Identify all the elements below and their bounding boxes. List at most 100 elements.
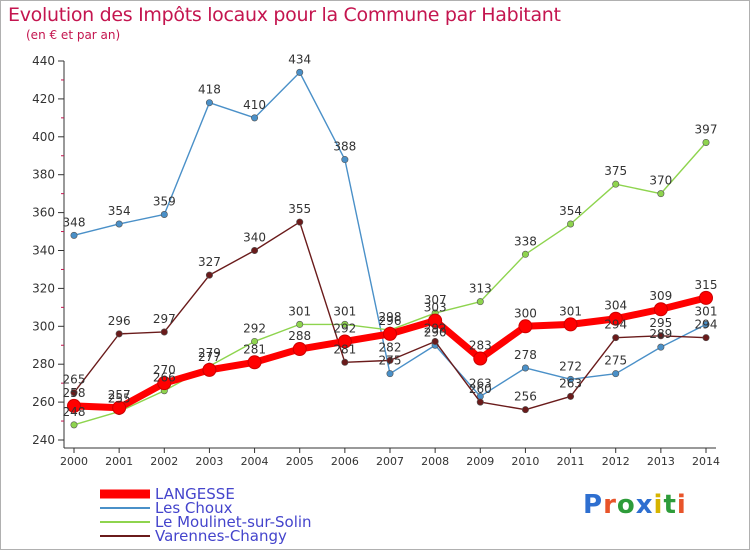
data-point	[341, 156, 349, 164]
chart-axes: 240 260 280 300 320 340 360 380 400 420 440 2000 200…	[32, 54, 720, 468]
data-label: 255	[108, 392, 131, 406]
data-label: 359	[153, 194, 176, 208]
data-label: 272	[559, 359, 582, 373]
data-point	[657, 190, 665, 198]
data-label: 315	[695, 278, 718, 292]
data-label: 301	[695, 304, 718, 318]
data-label: 290	[424, 325, 447, 339]
data-point	[567, 220, 575, 228]
data-point	[341, 320, 349, 328]
series-varennes-changy	[70, 218, 710, 414]
data-point	[251, 247, 259, 255]
data-label: 263	[469, 376, 492, 390]
data-point	[70, 421, 78, 429]
data-point	[251, 337, 259, 345]
data-label: 348	[63, 215, 86, 229]
data-point	[612, 334, 620, 342]
y-tick-label: 380	[32, 168, 55, 182]
data-point	[518, 319, 533, 334]
y-tick-label: 240	[32, 433, 55, 447]
series-les-choux	[70, 68, 710, 400]
data-point	[205, 99, 213, 107]
legend-entry: Le Moulinet-sur-Solin	[155, 513, 312, 531]
x-tick-label: 2004	[241, 455, 269, 468]
x-tick-label: 2002	[150, 455, 178, 468]
y-tick-label: 300	[32, 319, 55, 333]
data-point	[567, 392, 575, 400]
data-label: 301	[559, 304, 582, 318]
data-label: 397	[695, 122, 718, 136]
data-label: 298	[379, 310, 402, 324]
data-point	[70, 389, 78, 397]
logo-letter: i	[676, 490, 687, 520]
data-label: 309	[649, 289, 672, 303]
x-tick-label: 2014	[692, 455, 720, 468]
data-point	[521, 364, 529, 372]
series-layer	[67, 68, 713, 429]
data-point	[67, 398, 81, 413]
data-label: 295	[649, 316, 672, 330]
data-point	[657, 343, 665, 351]
x-tick-label: 2008	[421, 455, 449, 468]
x-tick-label: 2012	[602, 455, 630, 468]
data-label: 418	[198, 83, 221, 97]
data-point	[608, 311, 623, 326]
data-point	[657, 332, 665, 340]
data-point	[292, 342, 307, 357]
data-label: 266	[153, 371, 176, 385]
data-point	[702, 320, 710, 328]
data-label: 434	[288, 52, 311, 66]
data-label: 257	[108, 388, 131, 402]
data-point	[341, 358, 349, 366]
data-point	[386, 370, 394, 378]
data-point	[296, 218, 304, 226]
data-label: 340	[243, 231, 266, 245]
data-point	[202, 362, 217, 377]
data-label: 354	[108, 204, 131, 218]
data-label: 281	[243, 342, 266, 356]
data-point	[157, 376, 172, 391]
data-label: 258	[63, 386, 86, 400]
data-point	[296, 68, 304, 76]
data-point	[702, 334, 710, 342]
x-tick-label: 2003	[195, 455, 223, 468]
data-label: 277	[198, 350, 221, 364]
data-label: 410	[243, 98, 266, 112]
data-label: 263	[559, 376, 582, 390]
logo-letter: i	[653, 490, 664, 520]
x-tick-label: 2005	[286, 455, 314, 468]
data-label: 275	[604, 354, 627, 368]
data-point	[251, 114, 259, 122]
series-langesse	[67, 290, 713, 415]
data-label: 256	[514, 390, 537, 404]
data-label: 288	[288, 329, 311, 343]
logo-letter: o	[616, 490, 636, 520]
data-point	[383, 326, 397, 341]
data-label: 281	[333, 342, 356, 356]
data-point	[337, 334, 352, 349]
x-tick-label: 2007	[376, 455, 404, 468]
x-tick-label: 2013	[647, 455, 675, 468]
data-label: 388	[333, 140, 356, 154]
data-label: 313	[469, 282, 492, 296]
data-label: 282	[379, 340, 402, 354]
x-tick-label: 2011	[557, 455, 585, 468]
data-label: 301	[333, 304, 356, 318]
data-label: 301	[288, 304, 311, 318]
data-point	[431, 337, 439, 345]
y-tick-label: 440	[32, 54, 55, 68]
data-label: 292	[333, 321, 356, 335]
data-label: 355	[288, 202, 311, 216]
data-label: 289	[649, 327, 672, 341]
data-label: 278	[514, 348, 537, 362]
x-tick-label: 2000	[60, 455, 88, 468]
y-tick-label: 400	[32, 130, 55, 144]
logo-letter: r	[603, 490, 617, 520]
data-label: 283	[469, 339, 492, 353]
data-point	[205, 271, 213, 279]
data-label: 270	[153, 363, 176, 377]
data-point	[247, 355, 262, 370]
data-point	[653, 302, 668, 317]
